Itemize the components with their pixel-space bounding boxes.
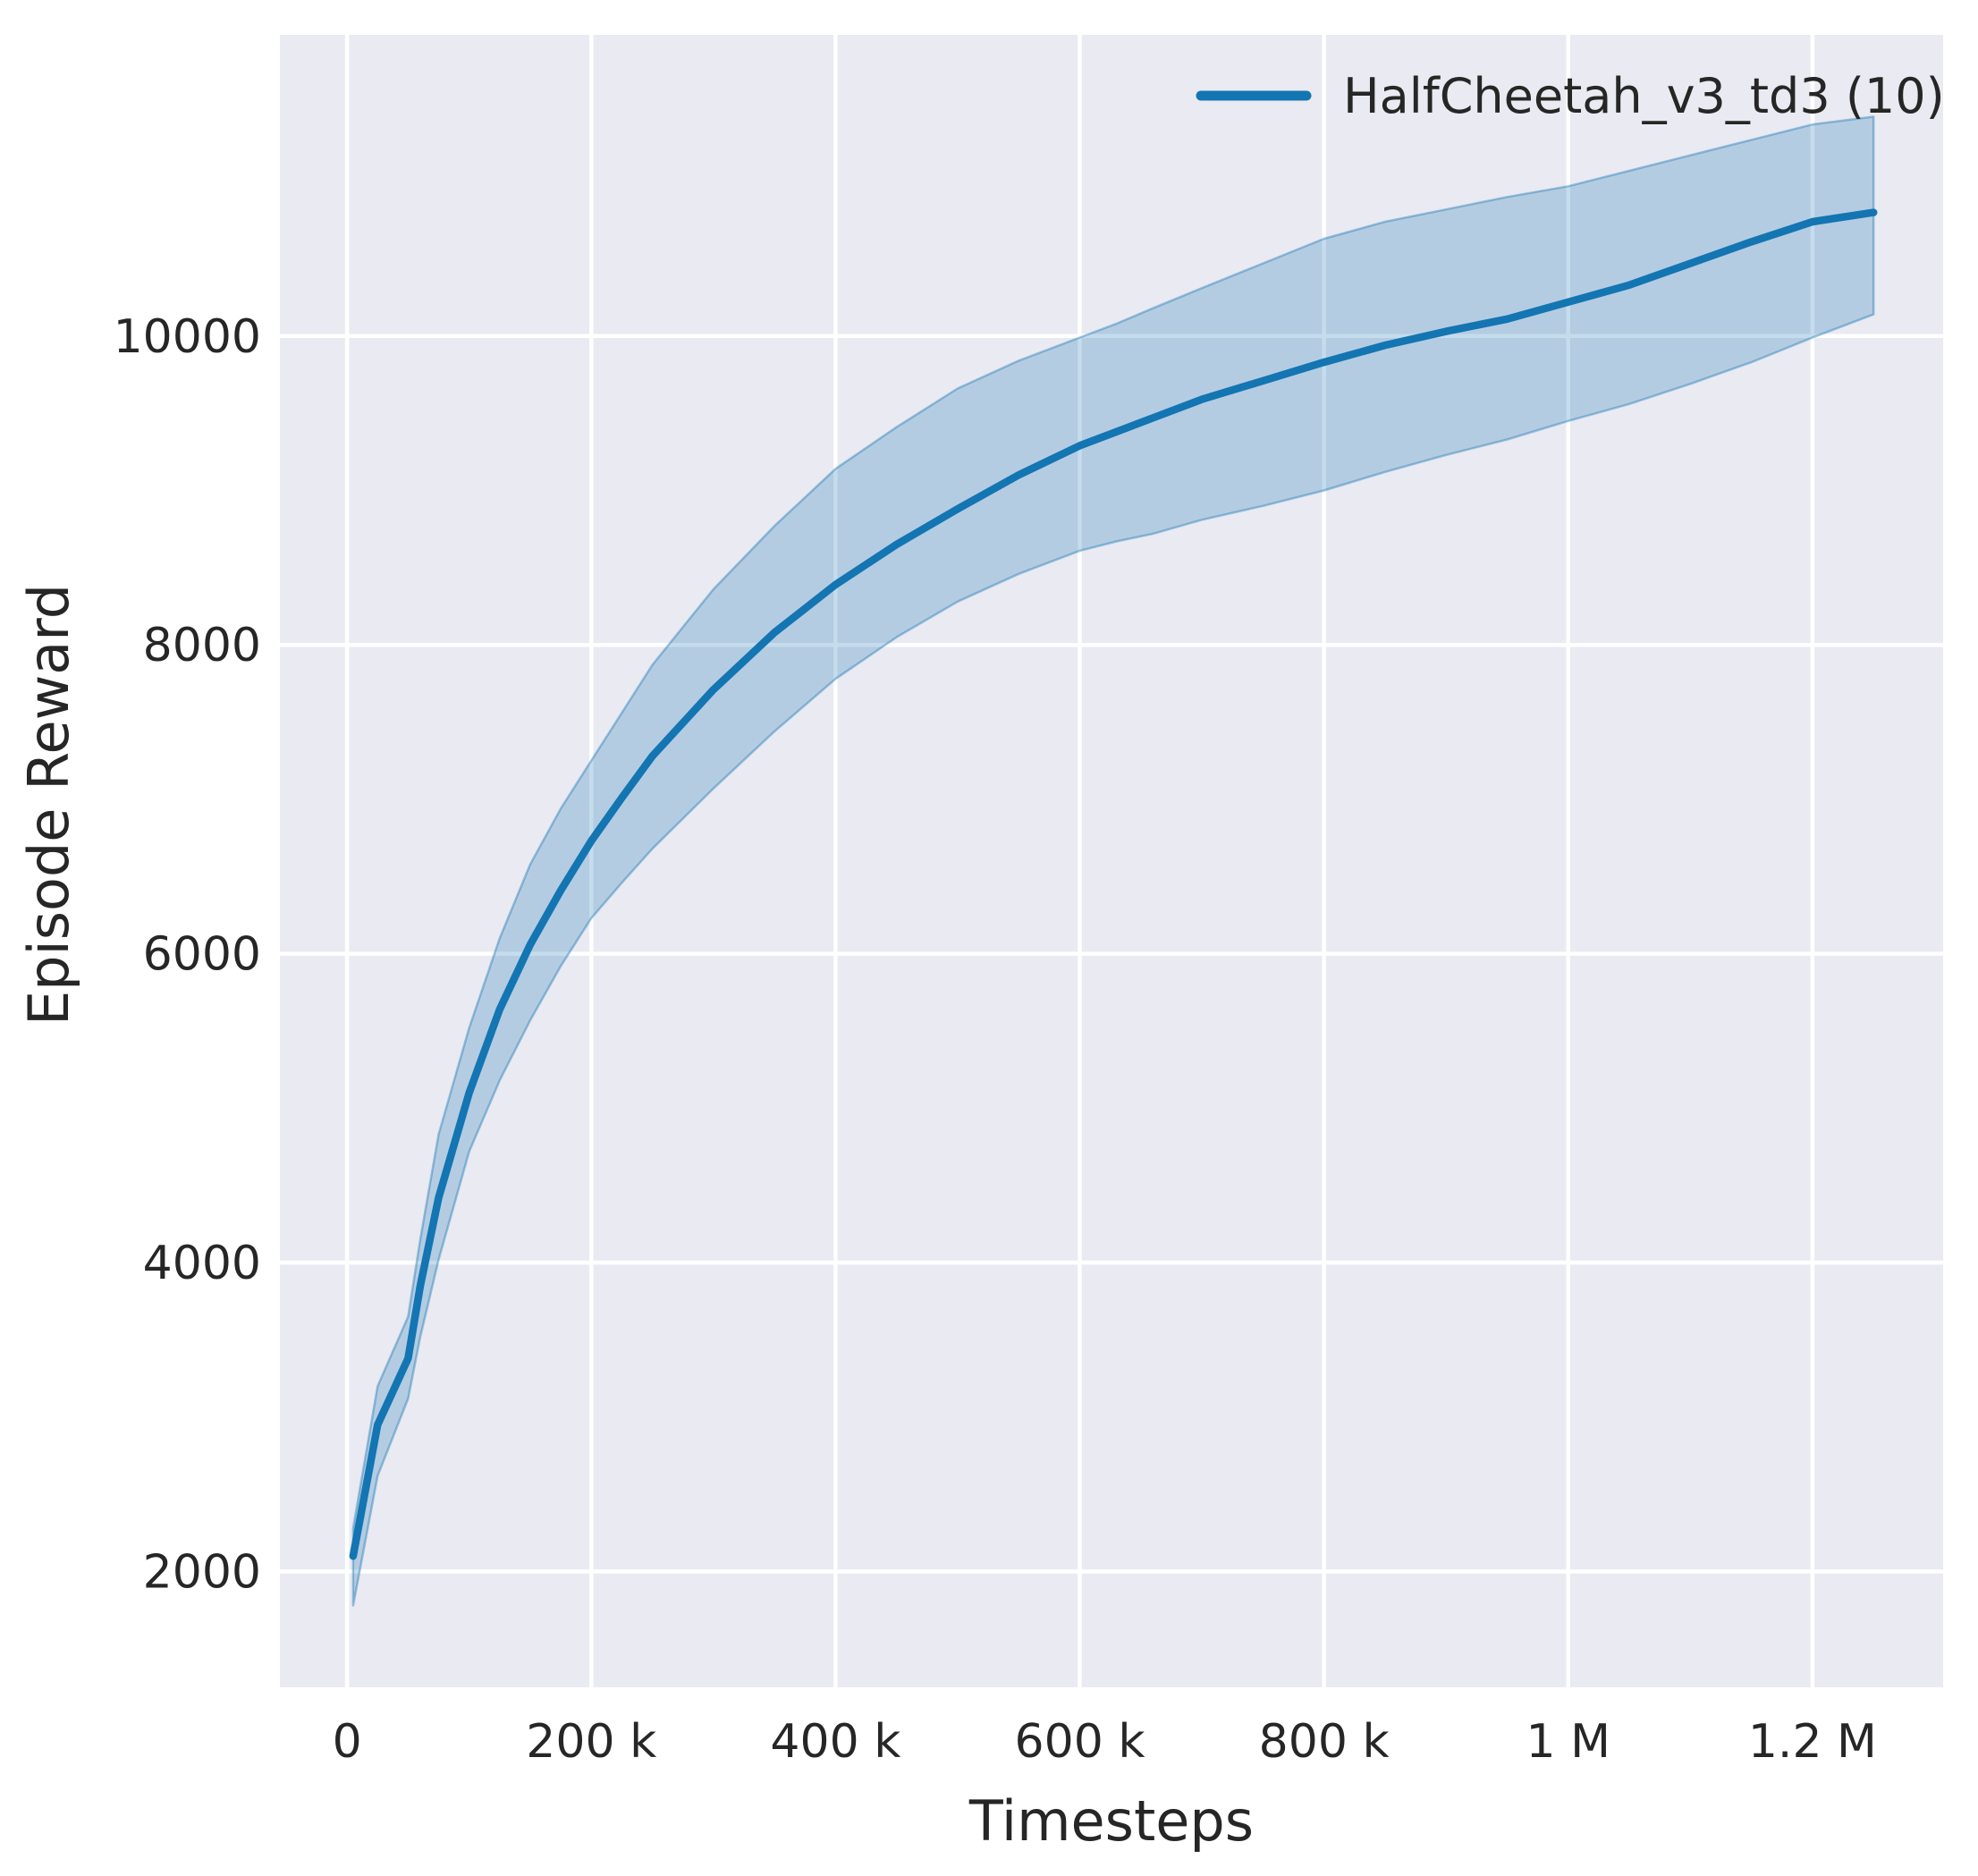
confidence-band [351, 115, 1875, 1607]
x-tick-label: 600 k [1015, 1715, 1145, 1769]
y-axis-label: Episode Reward [16, 584, 81, 1026]
series-layer [349, 115, 1878, 1607]
gridlines [280, 35, 1943, 1687]
legend: HalfCheetah_v3_td3 (10) [1196, 68, 1945, 124]
x-tick-label: 200 k [526, 1715, 656, 1769]
y-tick-label: 4000 [143, 1237, 261, 1290]
x-tick-label: 0 [333, 1715, 362, 1769]
x-tick-label: 1 M [1526, 1715, 1610, 1769]
x-tick-label: 400 k [770, 1715, 900, 1769]
x-axis-label: Timesteps [968, 1788, 1254, 1854]
plot-area [280, 35, 1943, 1687]
legend-label: HalfCheetah_v3_td3 (10) [1343, 68, 1945, 124]
mean-reward-line [349, 208, 1878, 1560]
x-tick-label: 800 k [1259, 1715, 1390, 1769]
y-tick-label: 8000 [143, 619, 261, 672]
y-tick-label: 6000 [143, 928, 261, 982]
tick-labels: 0 200 k 400 k 600 k 800 k 1 M 1.2 M 2000 4000 600… [114, 310, 1877, 1769]
x-tick-label: 1.2 M [1748, 1715, 1877, 1769]
y-tick-label: 10000 [114, 310, 261, 364]
y-tick-label: 2000 [143, 1545, 261, 1599]
